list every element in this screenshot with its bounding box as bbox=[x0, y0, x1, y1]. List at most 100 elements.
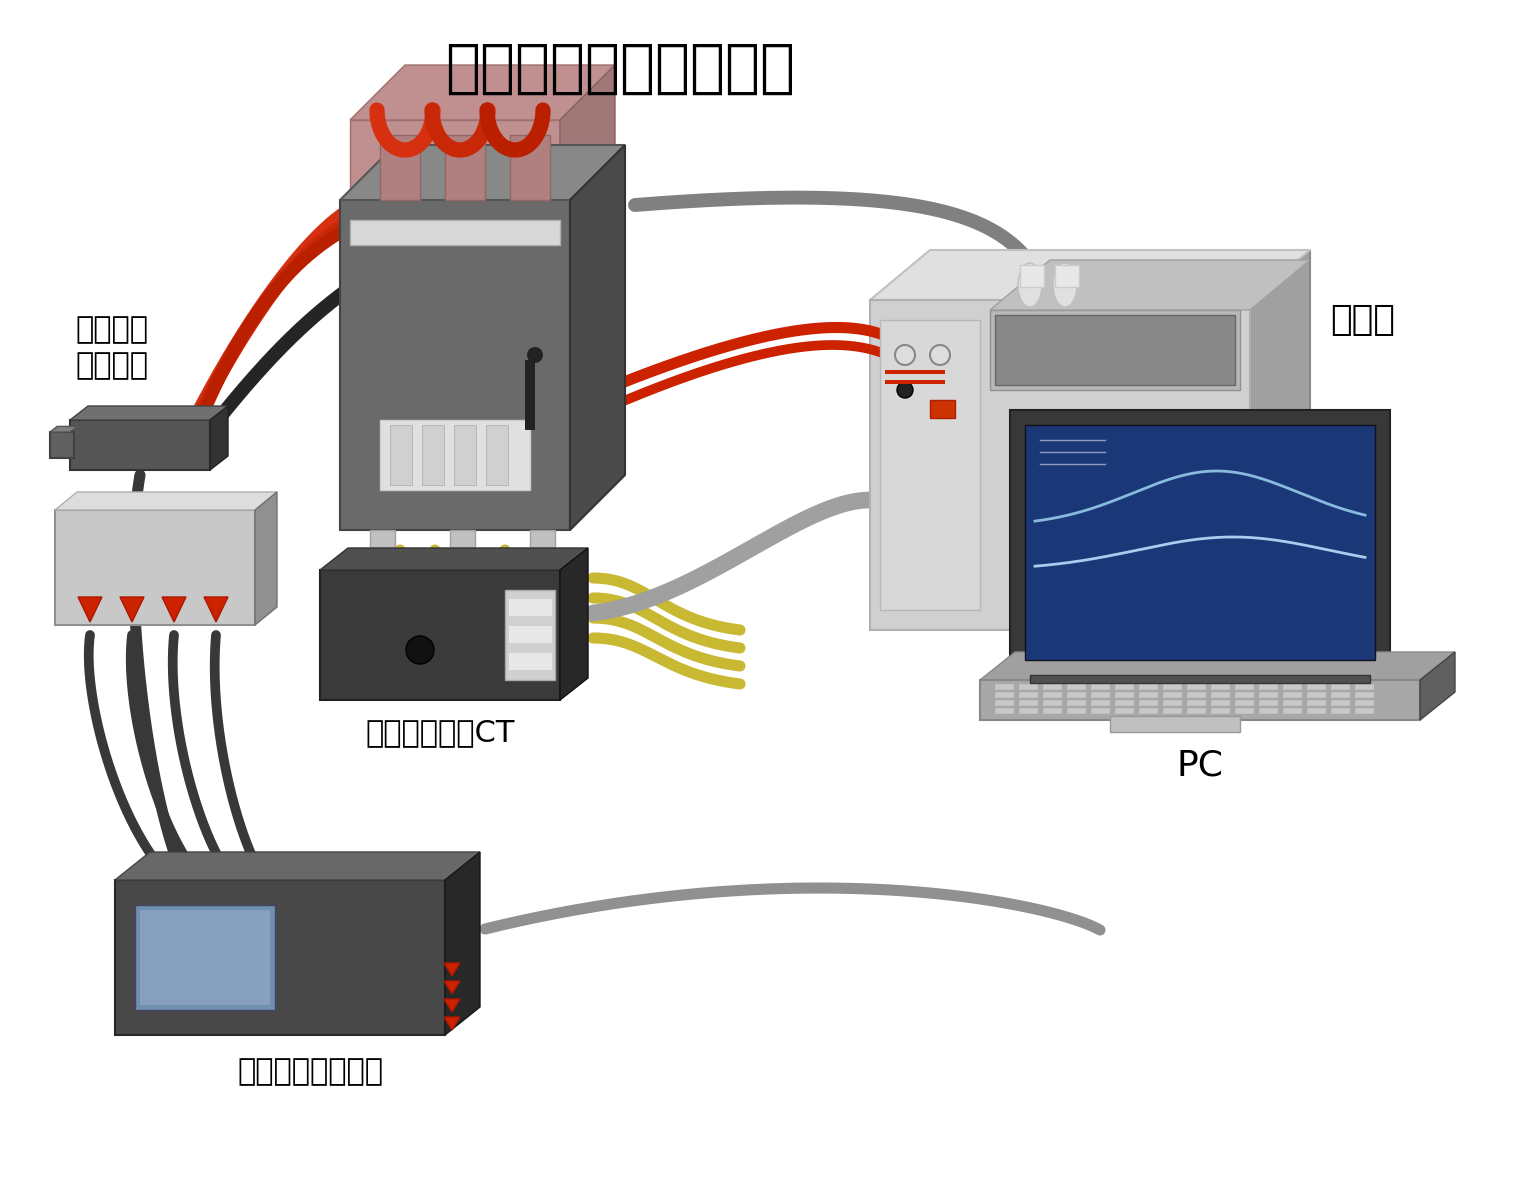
Bar bbox=[1115, 708, 1134, 714]
Bar bbox=[487, 425, 508, 485]
Polygon shape bbox=[1420, 652, 1455, 720]
Polygon shape bbox=[162, 596, 187, 622]
Bar bbox=[1115, 700, 1134, 706]
Bar bbox=[525, 360, 536, 430]
Polygon shape bbox=[981, 652, 1455, 680]
Bar bbox=[1043, 692, 1062, 698]
Polygon shape bbox=[571, 145, 624, 530]
Bar bbox=[1091, 708, 1109, 714]
Bar bbox=[1212, 700, 1230, 706]
Bar bbox=[981, 680, 1420, 720]
Polygon shape bbox=[1250, 250, 1310, 630]
Bar bbox=[1138, 708, 1158, 714]
Bar bbox=[1115, 692, 1134, 698]
Bar bbox=[1056, 265, 1079, 287]
Bar bbox=[1235, 700, 1255, 706]
Bar bbox=[930, 400, 955, 418]
Ellipse shape bbox=[526, 347, 543, 362]
Bar bbox=[1212, 692, 1230, 698]
Bar bbox=[508, 625, 552, 643]
Bar bbox=[350, 120, 560, 210]
Ellipse shape bbox=[1053, 263, 1077, 307]
Bar bbox=[1331, 708, 1349, 714]
Bar bbox=[1066, 700, 1086, 706]
Polygon shape bbox=[340, 145, 624, 200]
Bar bbox=[1284, 700, 1302, 706]
Bar bbox=[1138, 700, 1158, 706]
Bar bbox=[320, 570, 560, 700]
Bar bbox=[1212, 684, 1230, 690]
Bar bbox=[1066, 692, 1086, 698]
Bar bbox=[1307, 684, 1327, 690]
Bar bbox=[1091, 684, 1109, 690]
Bar bbox=[1019, 684, 1037, 690]
Bar bbox=[994, 684, 1014, 690]
Bar bbox=[1356, 692, 1374, 698]
Bar bbox=[1331, 684, 1349, 690]
Bar bbox=[1091, 700, 1109, 706]
Polygon shape bbox=[560, 65, 615, 210]
Bar bbox=[1187, 708, 1206, 714]
Polygon shape bbox=[871, 250, 1310, 300]
Bar bbox=[1163, 692, 1183, 698]
Polygon shape bbox=[444, 982, 461, 994]
Ellipse shape bbox=[1017, 263, 1042, 307]
Bar bbox=[1163, 684, 1183, 690]
Bar bbox=[70, 420, 210, 470]
Text: 遮断器: 遮断器 bbox=[1330, 302, 1395, 337]
Bar bbox=[1091, 692, 1109, 698]
Bar bbox=[422, 425, 444, 485]
Bar bbox=[135, 905, 275, 1010]
Bar bbox=[508, 598, 552, 616]
Polygon shape bbox=[320, 548, 588, 570]
Bar bbox=[1307, 708, 1327, 714]
Bar bbox=[1019, 700, 1037, 706]
Polygon shape bbox=[55, 492, 277, 510]
Bar bbox=[529, 530, 555, 550]
Bar bbox=[350, 220, 560, 245]
Bar bbox=[990, 310, 1239, 390]
Bar bbox=[1187, 700, 1206, 706]
Bar bbox=[1138, 692, 1158, 698]
Bar bbox=[370, 530, 395, 550]
Bar bbox=[1109, 716, 1239, 732]
Polygon shape bbox=[70, 406, 228, 420]
Bar bbox=[509, 134, 549, 200]
Bar bbox=[1235, 684, 1255, 690]
Polygon shape bbox=[444, 962, 461, 976]
Text: メモリハイコーダ: メモリハイコーダ bbox=[237, 1057, 382, 1086]
Ellipse shape bbox=[897, 382, 913, 398]
Bar bbox=[1356, 700, 1374, 706]
Bar bbox=[1066, 684, 1086, 690]
Polygon shape bbox=[444, 1018, 461, 1030]
Bar bbox=[1284, 692, 1302, 698]
Polygon shape bbox=[444, 998, 461, 1012]
Bar bbox=[1043, 684, 1062, 690]
Bar bbox=[50, 432, 73, 458]
Text: 開閉特性システム構成: 開閉特性システム構成 bbox=[445, 40, 796, 96]
Bar bbox=[1235, 708, 1255, 714]
Bar bbox=[1066, 708, 1086, 714]
Bar bbox=[1043, 708, 1062, 714]
Bar bbox=[884, 370, 946, 374]
Polygon shape bbox=[990, 260, 1310, 310]
Bar bbox=[390, 425, 412, 485]
Bar bbox=[1356, 684, 1374, 690]
Polygon shape bbox=[210, 406, 228, 470]
Bar bbox=[1115, 684, 1134, 690]
Polygon shape bbox=[445, 852, 480, 1034]
Bar bbox=[1025, 425, 1375, 660]
Bar bbox=[1259, 700, 1278, 706]
Text: PC: PC bbox=[1177, 748, 1224, 782]
Bar bbox=[1043, 700, 1062, 706]
Bar bbox=[994, 314, 1235, 385]
Bar bbox=[379, 134, 421, 200]
Bar bbox=[1030, 674, 1369, 683]
Bar bbox=[1307, 692, 1327, 698]
Polygon shape bbox=[50, 426, 76, 432]
Bar bbox=[1259, 684, 1278, 690]
Text: クランプオンCT: クランプオンCT bbox=[366, 718, 514, 746]
Bar bbox=[1212, 708, 1230, 714]
Bar bbox=[1284, 708, 1302, 714]
Bar bbox=[1138, 684, 1158, 690]
